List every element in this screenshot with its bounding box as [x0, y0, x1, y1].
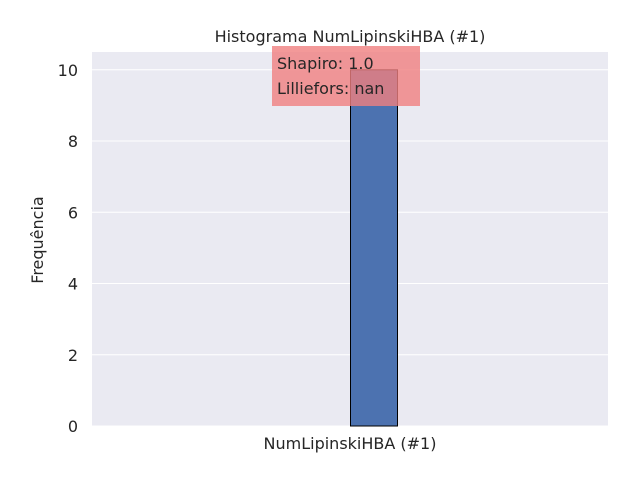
y-tick-label: 8	[68, 132, 78, 151]
histogram-bar	[350, 69, 398, 427]
y-axis-label: Frequência	[28, 196, 47, 283]
y-tick-label: 4	[68, 275, 78, 294]
y-tick-label: 0	[68, 417, 78, 436]
bars	[350, 69, 398, 427]
stats-annotation: Shapiro: 1.0 Lilliefors: nan	[272, 46, 420, 106]
x-axis-label: NumLipinskiHBA (#1)	[264, 434, 437, 453]
annotation-box	[272, 46, 420, 106]
y-tick-label: 2	[68, 346, 78, 365]
annotation-lilliefors: Lilliefors: nan	[277, 79, 384, 98]
chart-title: Histograma NumLipinskiHBA (#1)	[215, 27, 486, 46]
annotation-shapiro: Shapiro: 1.0	[277, 54, 374, 73]
y-tick-label: 10	[58, 61, 78, 80]
y-tick-labels: 0 2 4 6 8 10	[58, 61, 78, 436]
y-tick-label: 6	[68, 203, 78, 222]
